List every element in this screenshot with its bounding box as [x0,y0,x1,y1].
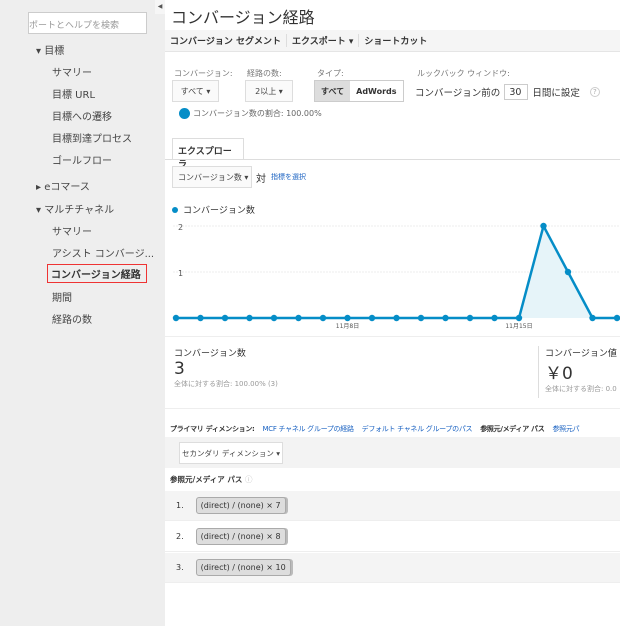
column-header: 参照元/メディア パス [170,475,242,484]
sidebar: ポートとヘルプを検索 ◀ ▾ 目標 サマリー 目標 URL 目標への遷移 目標到… [0,0,165,626]
conversion-label: コンバージョン: [174,68,233,79]
help-icon[interactable]: ⓘ [245,475,253,484]
metric-sub: 全体に対する割合: 0.0 [545,384,617,394]
lookback-suffix: 日間に設定 [532,85,580,99]
metric-label: コンバージョン値 [545,346,617,359]
table-header: 参照元/メディア パス ⓘ [170,474,252,485]
shortcut-button[interactable]: ショートカット [359,34,432,47]
conversion-ratio: コンバージョン数の割合: 100.00% [179,108,322,119]
conversion-dropdown[interactable]: すべて ▾ [172,80,219,102]
data-point [295,315,301,321]
nav-goal-transition[interactable]: 目標への遷移 [52,108,112,123]
metric-conversions: コンバージョン数 3 全体に対する割合: 100.00% (3) [174,346,278,389]
export-button[interactable]: エクスポート ▾ [287,34,359,47]
data-point [565,269,571,275]
data-point [442,315,448,321]
data-point [246,315,252,321]
dim-mcf-channel[interactable]: MCF チャネル グループの経路 [263,424,354,434]
metric-label: コンバージョン数 [174,346,278,359]
row-number: 3. [176,563,184,572]
metric-value: ￥0 [545,359,617,384]
pie-icon [179,108,190,119]
y-tick-label: 2 [178,223,183,232]
metric-dropdown[interactable]: コンバージョン数 ▾ [172,166,252,188]
path-count-label: 経路の数: [247,68,282,79]
data-point [614,315,620,321]
vs-label: 対 [256,170,266,185]
path-count-dropdown[interactable]: 2以上 ▾ [245,80,293,102]
table-row: 3. (direct) / (none) × 10 [165,553,620,583]
table-row: 1. (direct) / (none) × 7 [165,491,620,521]
dim-default-channel[interactable]: デフォルト チャネル グループのパス [362,424,473,434]
x-tick-label: 11月15日 [505,323,532,330]
lookback-days-input[interactable]: 30 [504,84,528,100]
primary-dimension: プライマリ ディメンション: MCF チャネル グループの経路 デフォルト チャ… [170,424,579,434]
metric-value: 3 [174,359,278,379]
data-point [467,315,473,321]
row-number: 1. [176,501,184,510]
data-point [173,315,179,321]
secondary-dimension-dropdown[interactable]: セカンダリ ディメンション ▾ [179,442,283,464]
data-point [271,315,277,321]
nav-multichannel[interactable]: ▾ マルチチャネル [36,201,114,216]
data-point [344,315,350,321]
tab-explorer[interactable]: エクスプローラ [172,138,244,160]
nav-mc-summary[interactable]: サマリー [52,223,92,238]
secondary-dimension-bar: セカンダリ ディメンション ▾ [165,437,620,468]
y-tick-label: 1 [178,269,183,278]
nav-funnel[interactable]: 目標到達プロセス [52,130,132,145]
nav-goal-flow[interactable]: ゴールフロー [52,152,112,167]
lookback-label: ルックバック ウィンドウ: [417,68,510,79]
metric-sub: 全体に対する割合: 100.00% (3) [174,379,278,389]
data-point [540,223,546,229]
primary-dimension-label: プライマリ ディメンション: [170,424,255,434]
tab-divider [165,159,620,160]
select-metric-link[interactable]: 指標を選択 [271,172,306,182]
row-number: 2. [176,532,184,541]
toolbar: コンバージョン セグメント エクスポート ▾ ショートカット [165,30,620,52]
x-tick-label: 11月8日 [336,323,359,330]
page-title: コンバージョン経路 [171,4,315,28]
nav-goals-summary[interactable]: サマリー [52,64,92,79]
path-chip[interactable]: (direct) / (none) × 7 [196,497,286,514]
data-point [491,315,497,321]
data-point [418,315,424,321]
nav-goal-url[interactable]: 目標 URL [52,86,95,101]
data-point [589,315,595,321]
nav-time-lag[interactable]: 期間 [52,289,72,304]
path-chip[interactable]: (direct) / (none) × 8 [196,528,286,545]
data-point [320,315,326,321]
help-icon[interactable]: ? [590,87,600,97]
data-point [197,315,203,321]
data-point [516,315,522,321]
table-row: 2. (direct) / (none) × 8 [165,522,620,552]
line-chart: 1 2 11月8日 11月15日 [165,195,620,335]
data-point [369,315,375,321]
dim-source[interactable]: 参照元パ [552,424,579,434]
nav-conversion-paths[interactable]: コンバージョン経路 [47,264,147,283]
data-point [393,315,399,321]
metric-conversion-value: コンバージョン値 ￥0 全体に対する割合: 0.0 [545,346,617,394]
type-adwords[interactable]: AdWords [350,81,402,101]
nav-assisted[interactable]: アシスト コンバージ... [52,245,154,260]
main: コンバージョン経路 コンバージョン セグメント エクスポート ▾ ショートカット… [165,0,620,626]
path-chip[interactable]: (direct) / (none) × 10 [196,559,291,576]
collapse-sidebar-icon[interactable]: ◀ [155,0,165,14]
nav-goals[interactable]: ▾ 目標 [36,42,64,57]
nav-ecommerce[interactable]: ▸ eコマース [36,178,90,193]
type-toggle: すべて AdWords [314,80,404,102]
ratio-text: コンバージョン数の割合: 100.00% [193,108,322,119]
lookback-prefix: コンバージョン前の [415,85,500,99]
search-input[interactable]: ポートとヘルプを検索 [28,12,147,34]
nav-path-length[interactable]: 経路の数 [52,311,92,326]
segment-button[interactable]: コンバージョン セグメント [165,34,287,47]
lookback-setting: コンバージョン前の 30 日間に設定 ? [415,84,600,100]
dim-source-medium[interactable]: 参照元/メディア パス [480,424,544,434]
type-all[interactable]: すべて [315,81,350,101]
data-point [222,315,228,321]
type-label: タイプ: [317,68,344,79]
